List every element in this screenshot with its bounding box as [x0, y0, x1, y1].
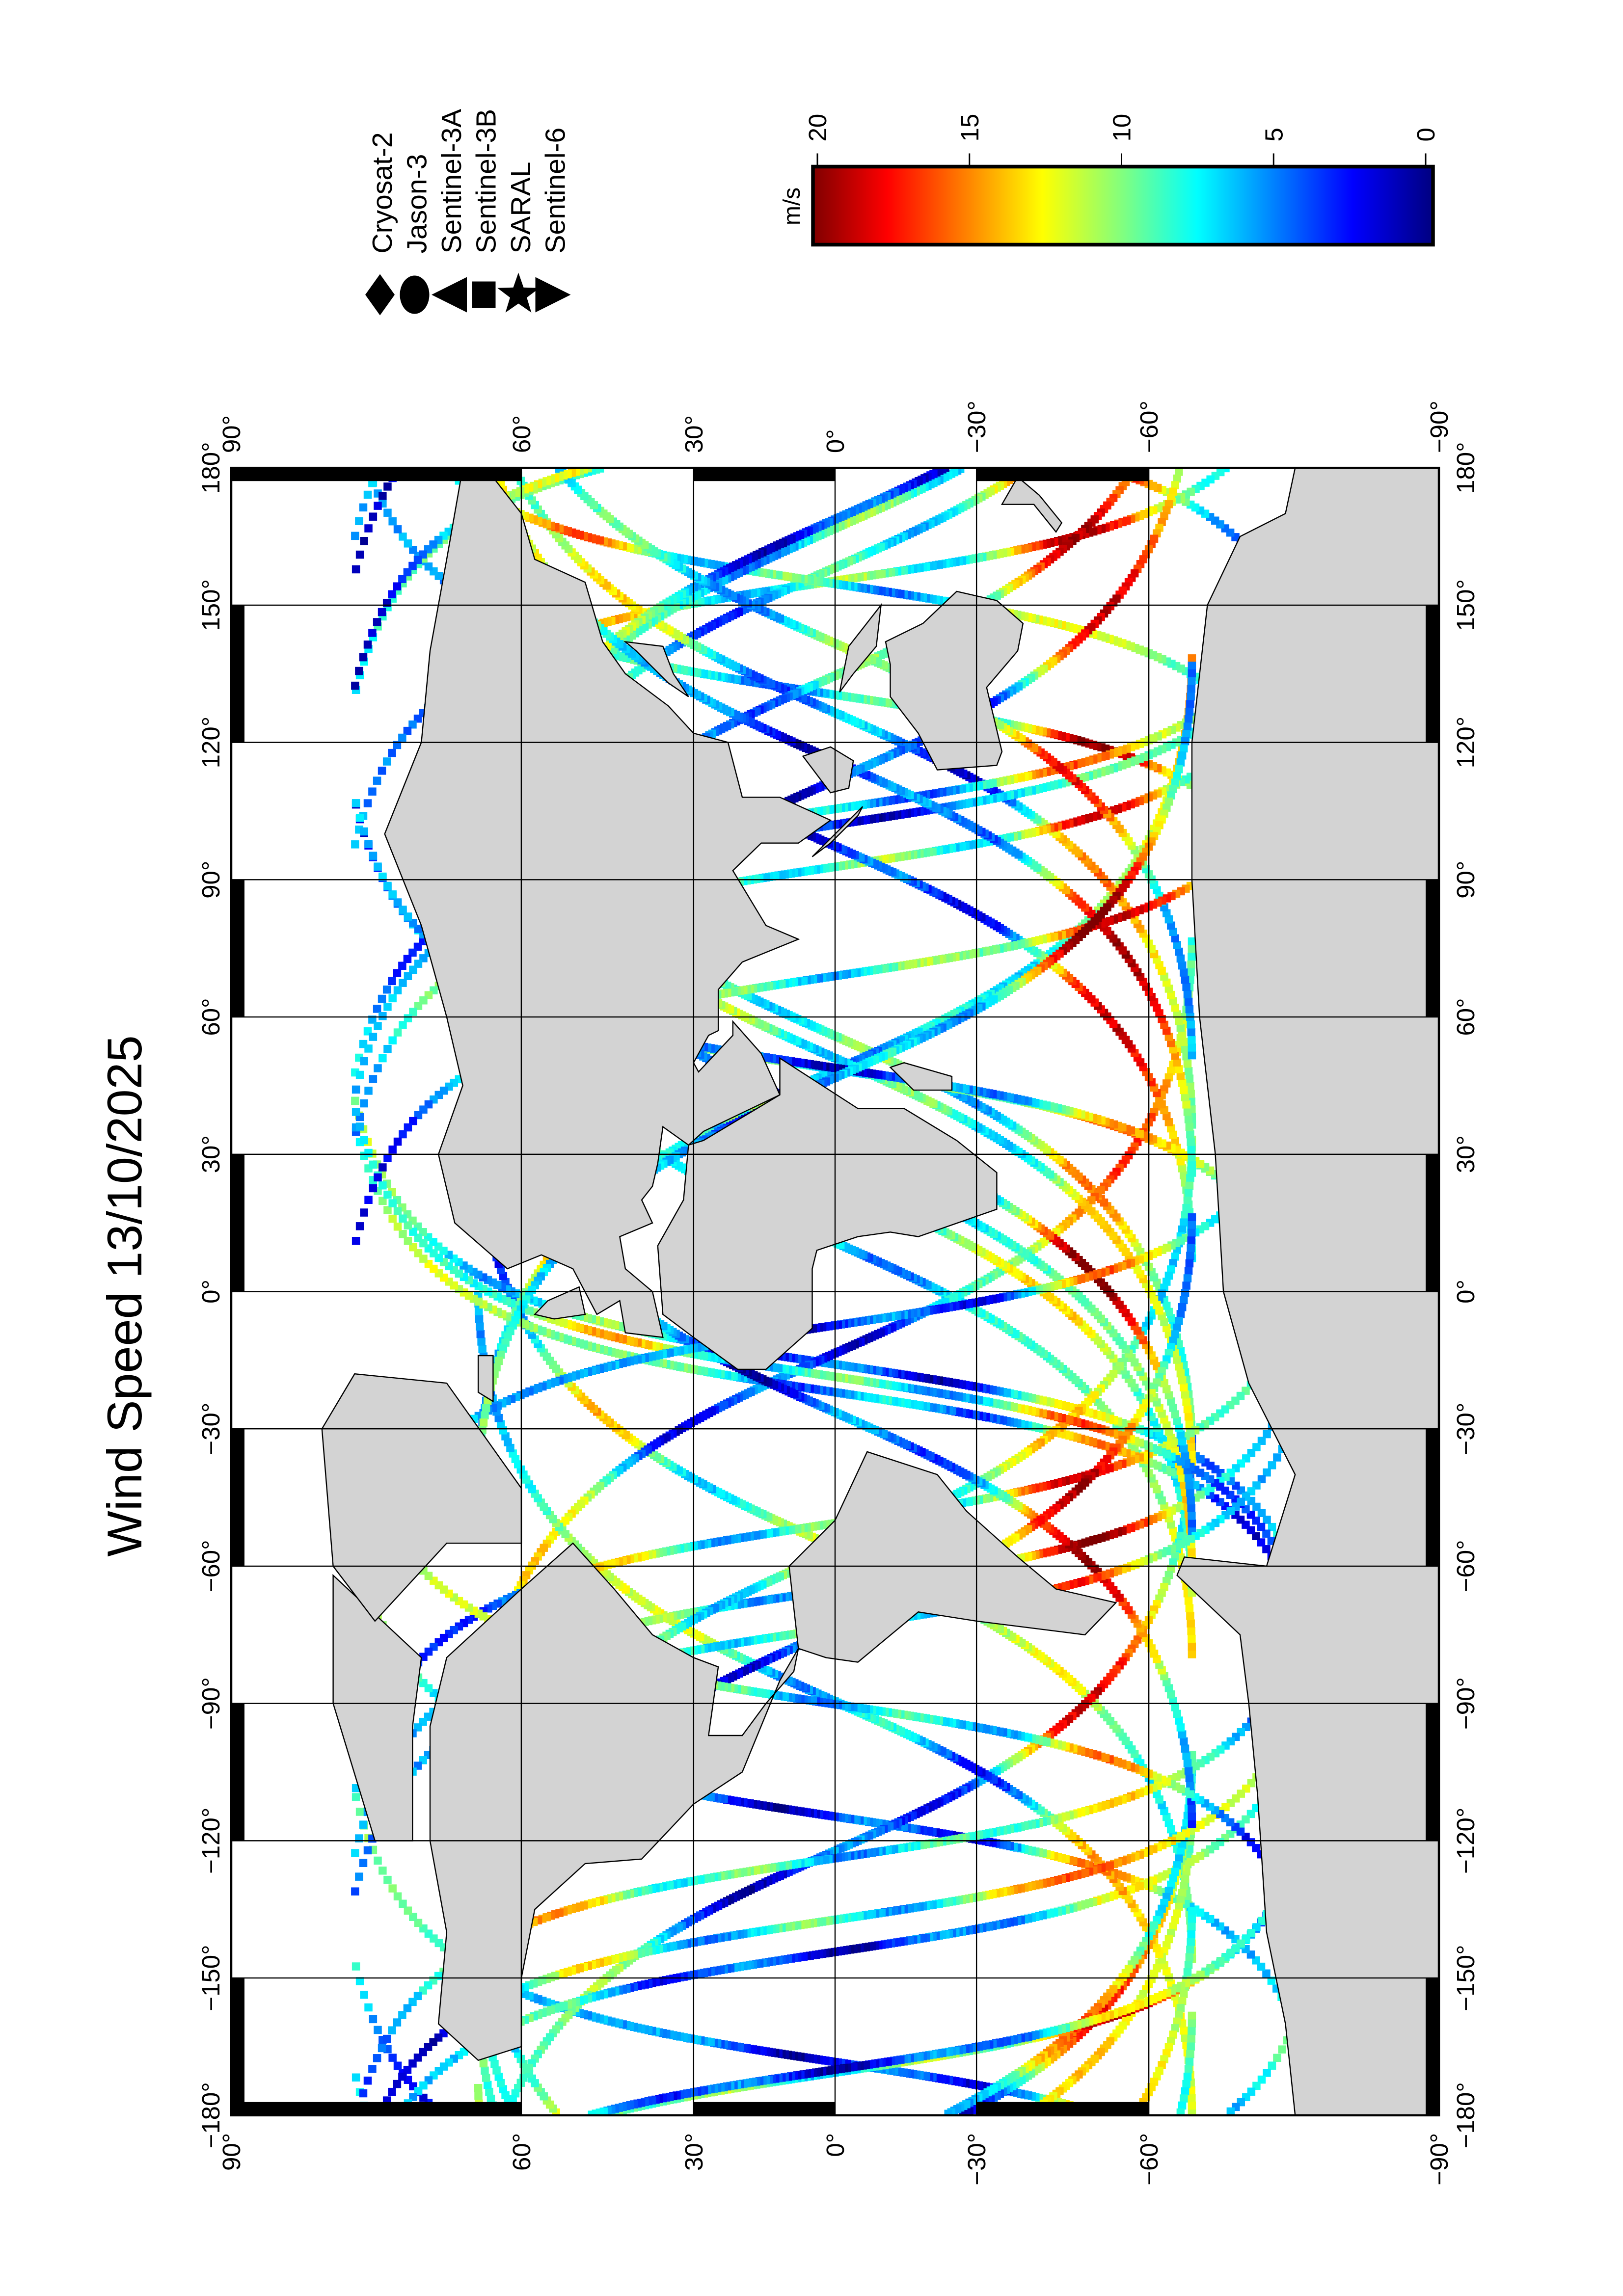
- wind-speed-marker: [374, 2026, 382, 2034]
- wind-speed-marker: [383, 1875, 392, 1884]
- wind-speed-marker: [1188, 1650, 1196, 1658]
- wind-speed-marker: [1268, 2061, 1276, 2070]
- wind-speed-marker: [373, 1005, 381, 1013]
- wind-speed-marker: [382, 985, 391, 994]
- wind-speed-marker: [1179, 1038, 1188, 1046]
- wind-speed-marker: [374, 1856, 382, 1865]
- wind-speed-marker: [360, 1991, 368, 1999]
- wind-speed-marker: [1188, 654, 1196, 663]
- wind-speed-marker: [369, 512, 378, 521]
- wind-speed-marker: [388, 2054, 397, 2062]
- wind-speed-marker: [399, 533, 407, 541]
- wind-speed-marker: [388, 1884, 397, 1893]
- wind-speed-marker: [393, 525, 402, 534]
- wind-speed-marker: [477, 1337, 486, 1346]
- wind-speed-marker: [373, 776, 381, 785]
- wind-speed-marker: [1278, 2045, 1286, 2054]
- wind-speed-marker: [1167, 1314, 1175, 1322]
- wind-speed-marker: [351, 1096, 359, 1105]
- wind-speed-marker: [475, 1314, 484, 1323]
- wind-speed-marker: [383, 482, 392, 491]
- wind-speed-marker: [352, 1962, 360, 1971]
- wind-speed-marker: [355, 1808, 364, 1816]
- wind-speed-marker: [1273, 2054, 1281, 2062]
- wind-speed-marker: [351, 840, 359, 849]
- wind-speed-marker: [363, 799, 372, 807]
- wind-speed-marker: [1187, 968, 1195, 977]
- wind-speed-marker: [364, 2003, 373, 2012]
- wind-speed-marker: [352, 565, 360, 574]
- wind-speed-marker: [364, 524, 373, 533]
- wind-speed-marker: [393, 1892, 402, 1901]
- wind-speed-marker: [476, 1322, 484, 1331]
- wind-speed-marker: [383, 508, 392, 517]
- wind-speed-marker: [1185, 1074, 1194, 1083]
- wind-speed-marker: [1179, 1882, 1188, 1890]
- wind-speed-marker: [378, 994, 386, 1003]
- wind-speed-marker: [1181, 1874, 1190, 1883]
- wind-speed-marker: [1184, 1067, 1193, 1075]
- wind-speed-marker: [1187, 961, 1195, 969]
- wind-speed-marker: [393, 969, 402, 977]
- wind-speed-marker: [1188, 1634, 1196, 1643]
- wind-speed-marker: [1164, 1819, 1173, 1827]
- wind-speed-marker: [393, 2061, 402, 2070]
- wind-speed-marker: [352, 2073, 360, 2082]
- wind-speed-marker: [360, 537, 368, 545]
- wind-speed-marker: [476, 1330, 485, 1338]
- wind-speed-marker: [478, 1345, 487, 1353]
- wind-speed-marker: [368, 787, 377, 796]
- wind-speed-marker: [398, 961, 406, 970]
- wind-speed-marker: [388, 977, 396, 986]
- wind-speed-marker: [1185, 1604, 1194, 1612]
- wind-speed-marker: [1178, 1031, 1187, 1039]
- wind-speed-marker: [355, 550, 364, 559]
- wind-speed-marker: [398, 733, 406, 742]
- wind-speed-marker: [399, 1899, 407, 1908]
- wind-speed-marker: [1188, 945, 1196, 954]
- wind-speed-marker: [1164, 1308, 1173, 1316]
- wind-speed-marker: [1187, 1619, 1195, 1628]
- map-title: Wind Speed 13/10/2025: [97, 1035, 152, 1556]
- wind-speed-marker: [1188, 953, 1196, 961]
- wind-speed-marker: [388, 748, 396, 757]
- wind-speed-marker: [499, 1272, 508, 1281]
- wind-speed-marker: [496, 1266, 505, 1274]
- wind-speed-marker: [352, 1793, 360, 1801]
- wind-speed-marker: [1186, 1611, 1194, 1620]
- wind-speed-marker: [388, 517, 397, 526]
- wind-speed-marker: [1178, 1889, 1187, 1897]
- wind-speed-marker: [369, 2015, 378, 2024]
- wind-speed-marker: [1257, 1962, 1266, 1971]
- wind-speed-marker: [1183, 1059, 1192, 1068]
- wind-speed-marker: [1188, 2101, 1196, 2110]
- wind-speed-marker: [1267, 1976, 1276, 1985]
- wind-speed-marker: [378, 767, 386, 775]
- wind-speed-marker: [1179, 2026, 1188, 2035]
- wind-speed-marker: [382, 757, 391, 766]
- wind-speed-marker: [374, 502, 382, 510]
- wind-speed-marker: [379, 1867, 387, 1875]
- wind-speed-marker: [1167, 1825, 1175, 1834]
- wind-speed-marker: [1184, 1597, 1193, 1605]
- wind-speed-marker: [1188, 1642, 1196, 1651]
- wind-speed-marker: [1262, 1969, 1271, 1978]
- wind-speed-marker: [379, 491, 387, 500]
- wind-speed-marker: [1187, 1627, 1195, 1635]
